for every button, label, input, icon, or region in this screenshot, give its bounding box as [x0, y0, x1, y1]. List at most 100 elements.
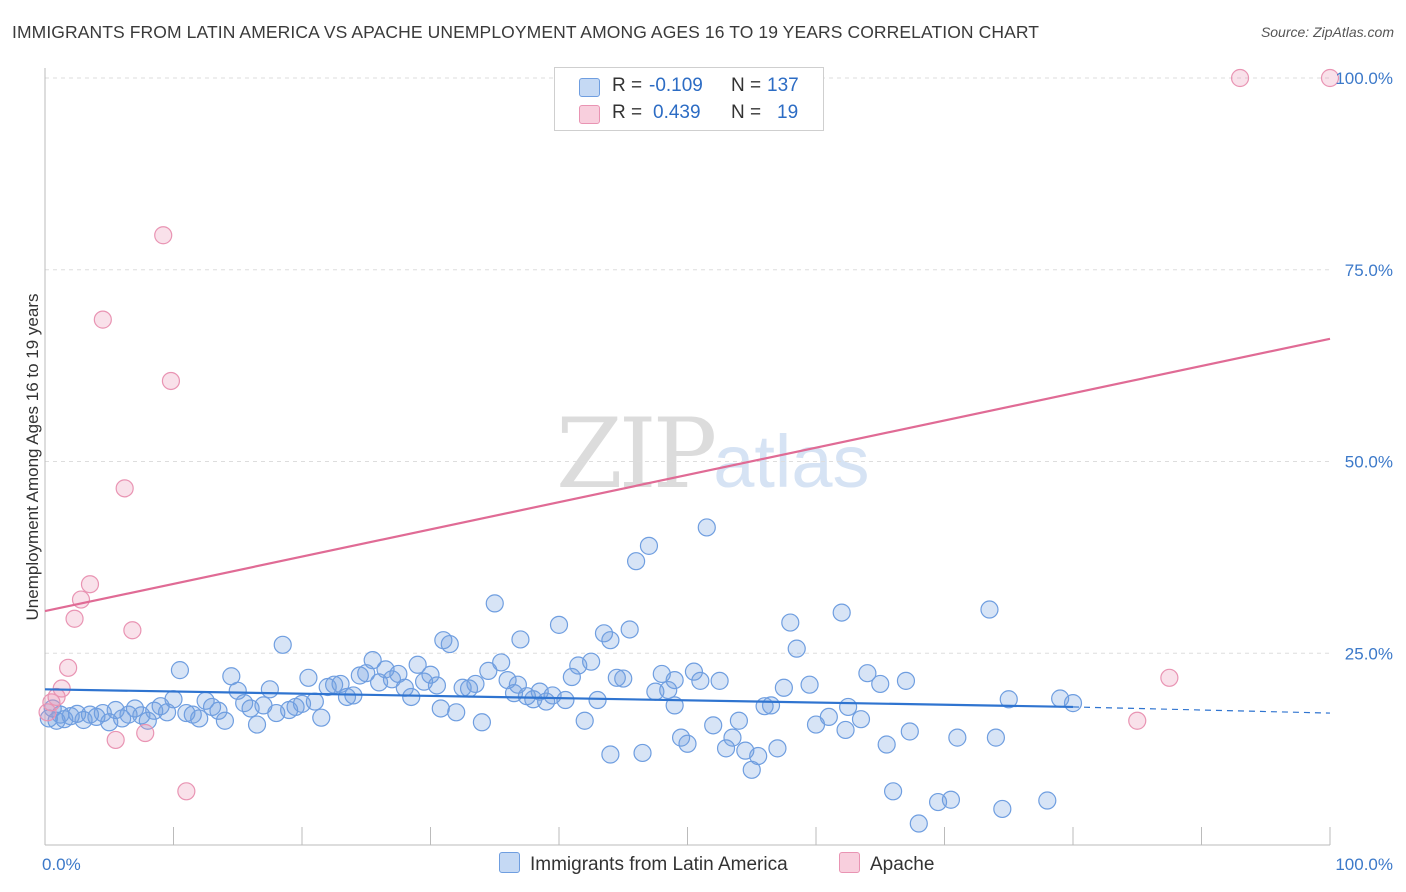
data-point-apache: [123, 621, 142, 640]
data-point-latin-america: [986, 728, 1006, 747]
data-point-latin-america: [215, 711, 234, 730]
data-point-latin-america: [431, 699, 450, 718]
data-point-latin-america: [633, 743, 652, 763]
y-tick-label: 25.0%: [1345, 644, 1393, 663]
data-point-latin-america: [639, 536, 659, 555]
data-point-latin-america: [877, 735, 896, 754]
data-point-apache: [1230, 68, 1250, 88]
data-point-latin-america: [839, 697, 858, 717]
data-point-latin-america: [466, 674, 485, 694]
data-point-latin-america: [440, 634, 459, 654]
data-point-latin-america: [479, 661, 498, 680]
data-point-latin-america: [427, 676, 447, 695]
data-point-apache: [161, 371, 181, 391]
data-point-latin-america: [594, 624, 614, 643]
data-point-latin-america: [883, 782, 903, 801]
data-point-latin-america: [549, 615, 569, 634]
data-point-latin-america: [408, 655, 427, 674]
x-tick-label: 100.0%: [1335, 855, 1393, 874]
data-point-latin-america: [710, 671, 729, 690]
data-point-latin-america: [170, 661, 190, 680]
data-point-latin-america: [858, 664, 877, 683]
data-point-latin-america: [620, 620, 639, 639]
data-point-latin-america: [704, 716, 723, 735]
data-point-latin-america: [800, 675, 819, 694]
data-point-latin-america: [601, 745, 620, 764]
data-point-latin-america: [312, 708, 331, 727]
data-point-apache: [115, 479, 134, 498]
y-tick-label: 50.0%: [1345, 453, 1393, 472]
data-point-latin-america: [684, 662, 704, 681]
data-point-latin-america: [665, 670, 684, 690]
data-point-latin-america: [871, 674, 890, 694]
data-point-apache: [42, 693, 61, 712]
legend-swatch-blue: [579, 78, 600, 97]
bottom-legend-label: Apache: [870, 854, 935, 875]
data-point-latin-america: [485, 594, 504, 613]
legend-n-label: N =: [731, 75, 762, 96]
y-tick-label: 75.0%: [1345, 261, 1393, 280]
data-point-latin-america: [787, 639, 806, 658]
data-point-latin-america: [337, 687, 357, 707]
data-point-latin-america: [768, 739, 787, 758]
data-point-latin-america: [729, 711, 749, 730]
data-point-latin-america: [781, 613, 800, 632]
data-point-latin-america: [421, 665, 440, 684]
data-point-apache: [59, 658, 78, 677]
bottom-legend-swatch-blue: [499, 852, 520, 873]
data-point-apache: [65, 609, 84, 628]
data-point-latin-america: [678, 734, 697, 753]
watermark: ZIPatlas: [556, 398, 870, 510]
x-tick-label: 0.0%: [42, 855, 81, 874]
chart-title: IMMIGRANTS FROM LATIN AMERICA VS APACHE …: [12, 22, 1040, 42]
data-point-latin-america: [836, 720, 855, 740]
data-point-latin-america: [626, 552, 646, 571]
axes: [44, 68, 1331, 846]
y-tick-label: 100.0%: [1335, 69, 1393, 88]
series-latin-america-points: [39, 518, 1083, 833]
data-point-latin-america: [1038, 791, 1057, 810]
data-point-latin-america: [993, 799, 1012, 819]
data-point-latin-america: [447, 703, 466, 722]
data-point-latin-america: [601, 631, 620, 650]
data-point-latin-america: [999, 690, 1018, 709]
legend-r-value: -0.109: [649, 75, 703, 96]
data-point-apache: [154, 226, 173, 245]
source-credit: Source: ZipAtlas.com: [1260, 24, 1394, 40]
data-point-latin-america: [980, 600, 999, 619]
data-point-apache: [80, 575, 100, 594]
data-point-latin-america: [723, 728, 742, 747]
bottom-legend-apache: Apache: [839, 852, 934, 876]
data-point-apache: [93, 310, 112, 329]
data-point-latin-america: [1063, 694, 1083, 713]
data-point-latin-america: [774, 678, 793, 697]
data-point-latin-america: [659, 680, 678, 700]
data-point-latin-america: [125, 699, 145, 718]
data-point-latin-america: [209, 701, 228, 720]
data-point-latin-america: [556, 690, 575, 710]
trend-line-apache: [44, 337, 1331, 613]
data-point-latin-america: [247, 715, 267, 734]
y-axis-label: Unemployment Among Ages 16 to 19 years: [23, 294, 42, 621]
data-point-latin-america: [562, 667, 581, 687]
data-point-latin-america: [299, 668, 318, 687]
tick-labels: 25.0% 50.0% 75.0% 100.0% 0.0% 100.0%: [42, 69, 1393, 874]
data-point-latin-america: [190, 709, 209, 728]
data-point-latin-america: [761, 696, 781, 715]
data-point-latin-america: [614, 669, 633, 688]
trend-lines: [44, 337, 1331, 714]
bottom-legend-latin-america: Immigrants from Latin America: [499, 852, 788, 876]
data-point-latin-america: [273, 635, 292, 654]
watermark-zip: ZIP: [556, 398, 717, 510]
data-point-latin-america: [305, 692, 324, 711]
data-point-latin-america: [363, 651, 382, 670]
data-point-latin-america: [164, 690, 183, 709]
data-point-apache: [1128, 711, 1147, 730]
data-point-latin-america: [691, 671, 710, 690]
data-point-latin-america: [697, 518, 716, 537]
legend-n-label: N =: [731, 102, 762, 123]
data-point-latin-america: [909, 814, 928, 833]
legend-n-value: 137: [767, 75, 799, 96]
data-point-latin-america: [819, 707, 838, 727]
